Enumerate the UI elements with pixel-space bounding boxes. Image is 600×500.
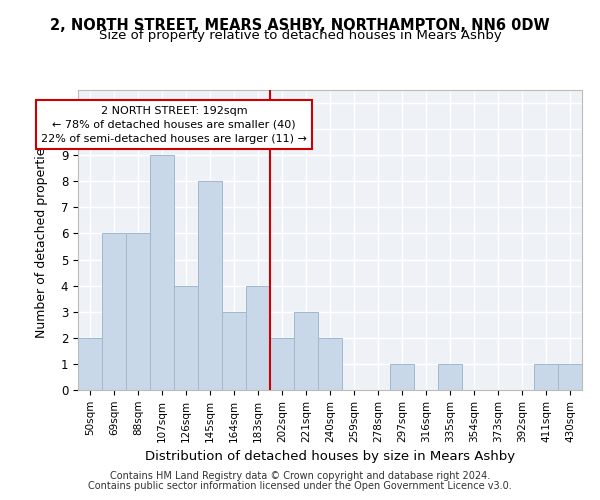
Text: Size of property relative to detached houses in Mears Ashby: Size of property relative to detached ho… (98, 29, 502, 42)
Text: Contains public sector information licensed under the Open Government Licence v3: Contains public sector information licen… (88, 481, 512, 491)
Bar (198, 182, 222, 390)
Bar (126, 234, 150, 390)
Bar (174, 286, 198, 390)
Bar (534, 364, 558, 390)
Bar (270, 338, 294, 390)
Bar (78, 338, 102, 390)
Y-axis label: Number of detached properties: Number of detached properties (35, 142, 48, 338)
Text: Contains HM Land Registry data © Crown copyright and database right 2024.: Contains HM Land Registry data © Crown c… (110, 471, 490, 481)
Text: 2 NORTH STREET: 192sqm
← 78% of detached houses are smaller (40)
22% of semi-det: 2 NORTH STREET: 192sqm ← 78% of detached… (41, 106, 307, 144)
Bar (390, 364, 414, 390)
Bar (222, 312, 246, 390)
Bar (102, 234, 126, 390)
Bar (294, 312, 318, 390)
Bar (150, 155, 174, 390)
X-axis label: Distribution of detached houses by size in Mears Ashby: Distribution of detached houses by size … (145, 450, 515, 463)
Text: 2, NORTH STREET, MEARS ASHBY, NORTHAMPTON, NN6 0DW: 2, NORTH STREET, MEARS ASHBY, NORTHAMPTO… (50, 18, 550, 32)
Bar (246, 286, 270, 390)
Bar (438, 364, 462, 390)
Bar (318, 338, 342, 390)
Bar (558, 364, 582, 390)
